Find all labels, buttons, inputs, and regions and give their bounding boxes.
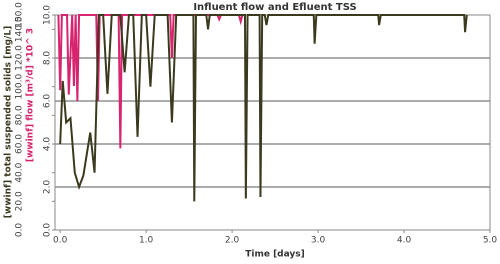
y2-tick-label: 40.0 — [15, 162, 25, 182]
y2-tick-label: 20.0 — [15, 191, 25, 211]
y-tick-label: 8.0 — [43, 51, 53, 66]
y-axis-title: [wwinf] flow [m³/d] *10^ 3 — [26, 28, 36, 162]
y2-tick-label: 150.0 — [15, 2, 25, 28]
x-axis-title: Time [days] — [245, 250, 305, 260]
y2-axis-title: [wwinf] total suspended solids [mg/L] — [4, 26, 14, 218]
series-line — [59, 14, 468, 202]
x-tick-label: 2.0 — [225, 236, 240, 246]
y2-tick-label: 80.0 — [15, 105, 25, 125]
x-tick-label: 5.0 — [483, 236, 498, 246]
x-tick-label: 1.0 — [139, 236, 154, 246]
x-tick-label: 0.0 — [53, 236, 68, 246]
y-tick-label: 4.0 — [43, 137, 53, 152]
y2-tick-label: 140.0 — [15, 16, 25, 42]
y-tick-label: 0.0 — [43, 223, 53, 238]
x-tick-label: 3.0 — [311, 236, 326, 246]
y-tick-label: 10.0 — [43, 5, 53, 25]
y-tick-label: 6.0 — [43, 94, 53, 109]
y2-tick-label: 60.0 — [15, 134, 25, 154]
chart-title: Influent flow and Efluent TSS — [193, 2, 356, 13]
x-tick-label: 4.0 — [397, 236, 412, 246]
y2-tick-label: 100.0 — [15, 74, 25, 100]
y2-tick-label: 0.0 — [15, 223, 25, 238]
y2-tick-label: 120.0 — [15, 45, 25, 71]
y-tick-label: 2.0 — [43, 180, 53, 195]
